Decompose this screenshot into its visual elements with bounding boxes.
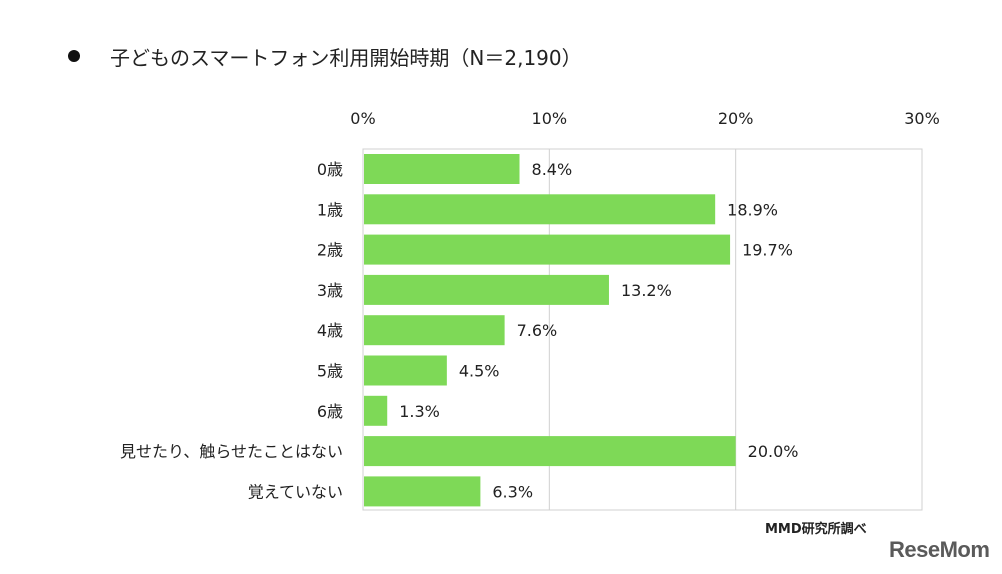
bullet-icon — [68, 50, 80, 62]
data-label: 19.7% — [742, 241, 793, 260]
data-label: 7.6% — [517, 321, 558, 340]
resemom-logo: ReseMom — [889, 537, 990, 562]
x-tick-label: 20% — [718, 109, 754, 128]
bar — [364, 476, 481, 507]
data-label: 8.4% — [532, 160, 573, 179]
x-tick-label: 30% — [904, 109, 940, 128]
category-label: 1歳 — [317, 200, 343, 219]
chart-title-row: 子どものスマートフォン利用開始時期（N＝2,190） — [68, 41, 582, 71]
category-label: 5歳 — [317, 362, 343, 381]
category-label: 覚えていない — [248, 482, 343, 501]
data-label: 20.0% — [748, 442, 799, 461]
data-label: 18.9% — [727, 200, 778, 219]
bar — [364, 274, 609, 305]
x-tick-label: 0% — [350, 109, 375, 128]
source-note: MMD研究所調べ — [765, 522, 867, 537]
bar — [364, 194, 716, 225]
plot-area — [362, 148, 923, 511]
bar — [364, 234, 731, 265]
data-label: 4.5% — [459, 362, 500, 381]
bar — [364, 154, 520, 184]
bar — [364, 436, 736, 467]
bar — [364, 395, 388, 426]
data-label: 13.2% — [621, 281, 672, 300]
bar — [364, 355, 447, 386]
category-label: 見せたり、触らせたことはない — [120, 442, 343, 461]
x-tick-label: 10% — [532, 109, 568, 128]
category-label: 4歳 — [317, 321, 343, 340]
bar — [364, 315, 505, 346]
data-label: 6.3% — [492, 482, 533, 501]
category-label: 6歳 — [317, 402, 343, 421]
category-label: 3歳 — [317, 281, 343, 300]
data-label: 1.3% — [399, 402, 440, 421]
chart-title: 子どものスマートフォン利用開始時期（N＝2,190） — [110, 45, 582, 70]
category-label: 0歳 — [317, 160, 343, 179]
category-label: 2歳 — [317, 241, 343, 260]
